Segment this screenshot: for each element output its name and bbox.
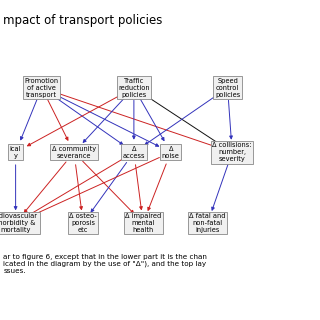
- Text: Traffic
reduction
policies: Traffic reduction policies: [118, 78, 150, 98]
- Text: Δ osteo-
porosis
etc: Δ osteo- porosis etc: [69, 213, 97, 233]
- Text: ar to figure 6, except that in the lower part it is the chan
icated in the diagr: ar to figure 6, except that in the lower…: [3, 254, 207, 274]
- Text: ical
y: ical y: [10, 146, 21, 159]
- Text: ardiovascular
morbidity &
mortality: ardiovascular morbidity & mortality: [0, 213, 38, 233]
- Text: Δ impaired
mental
health: Δ impaired mental health: [125, 213, 161, 233]
- Text: Δ
access: Δ access: [123, 146, 145, 159]
- Text: Δ collisions:
number,
severity: Δ collisions: number, severity: [212, 142, 252, 162]
- Text: Speed
control
policies: Speed control policies: [215, 78, 240, 98]
- Text: Δ fatal and
non-fatal
injuries: Δ fatal and non-fatal injuries: [189, 213, 226, 233]
- Text: Δ
noise: Δ noise: [162, 146, 180, 159]
- Text: Promotion
of active
transport: Promotion of active transport: [25, 78, 59, 98]
- Text: mpact of transport policies: mpact of transport policies: [3, 14, 163, 27]
- Text: Δ community
severance: Δ community severance: [52, 146, 96, 159]
